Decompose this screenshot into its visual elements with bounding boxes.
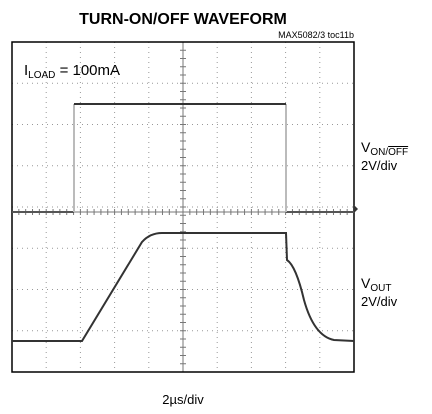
channel-subscript: ON/ bbox=[370, 147, 388, 158]
channel-label: VON/OFF bbox=[361, 139, 408, 158]
channel-symbol: V bbox=[361, 139, 371, 155]
load-symbol: I bbox=[24, 62, 28, 79]
trigger-marker bbox=[354, 205, 358, 213]
load-annotation: ILOAD = 100mA bbox=[24, 62, 120, 81]
channel-subscript-bar: OFF bbox=[388, 147, 408, 158]
grid bbox=[11, 41, 355, 373]
channel-scale: 2V/div bbox=[361, 294, 398, 309]
channel-label: VOUT bbox=[361, 275, 391, 294]
channel-symbol: V bbox=[361, 275, 371, 291]
title: TURN-ON/OFF WAVEFORM bbox=[79, 11, 287, 28]
vout-trace bbox=[12, 232, 355, 342]
load-value: = 100mA bbox=[55, 62, 120, 79]
time-scale: 2µs/div bbox=[162, 392, 204, 407]
channel-scale: 2V/div bbox=[361, 158, 398, 173]
channel-subscript: OUT bbox=[370, 283, 391, 294]
load-subscript: LOAD bbox=[28, 70, 55, 81]
figure-ref: MAX5082/3 toc11b bbox=[278, 30, 354, 40]
on-off-edge bbox=[73, 104, 287, 212]
